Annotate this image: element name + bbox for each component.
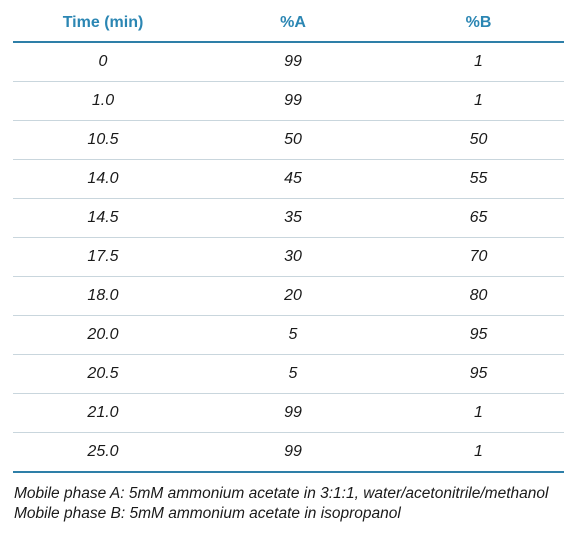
time-cell: 20.5 xyxy=(87,365,119,382)
percent-b-cell: 50 xyxy=(469,131,488,148)
percent-a-cell: 35 xyxy=(284,209,302,226)
percent-b-cell: 1 xyxy=(474,53,483,70)
time-cell: 25.0 xyxy=(87,443,119,460)
header-percent-b: %B xyxy=(465,14,492,31)
table-header-row: Time (min) %A %B xyxy=(13,5,564,43)
time-cell: 17.5 xyxy=(87,248,119,265)
percent-a-cell: 99 xyxy=(284,404,302,421)
percent-a-cell: 30 xyxy=(284,248,302,265)
percent-b-cell: 1 xyxy=(474,92,483,109)
table-row: 10.5 50 50 xyxy=(13,121,564,160)
percent-a-cell: 99 xyxy=(284,443,302,460)
percent-b-cell: 55 xyxy=(469,170,488,187)
table-row: 21.0 99 1 xyxy=(13,394,564,433)
mobile-phase-b-note: Mobile phase B: 5mM ammonium acetate in … xyxy=(14,505,401,522)
time-cell: 21.0 xyxy=(87,404,119,421)
header-percent-a: %A xyxy=(280,14,306,31)
time-cell: 0 xyxy=(98,53,108,70)
percent-b-cell: 95 xyxy=(469,365,488,382)
table-row: 1.0 99 1 xyxy=(13,82,564,121)
time-cell: 14.0 xyxy=(87,170,119,187)
time-cell: 10.5 xyxy=(87,131,119,148)
percent-b-cell: 65 xyxy=(469,209,488,226)
percent-b-cell: 1 xyxy=(474,443,483,460)
percent-b-cell: 95 xyxy=(469,326,488,343)
percent-a-cell: 99 xyxy=(284,53,302,70)
table-row: 14.5 35 65 xyxy=(13,199,564,238)
table-row: 18.0 20 80 xyxy=(13,277,564,316)
table-row: 20.5 5 95 xyxy=(13,355,564,394)
percent-a-cell: 45 xyxy=(284,170,302,187)
time-cell: 1.0 xyxy=(91,92,115,109)
percent-a-cell: 5 xyxy=(288,365,298,382)
percent-a-cell: 50 xyxy=(284,131,302,148)
table-row: 14.0 45 55 xyxy=(13,160,564,199)
time-cell: 14.5 xyxy=(87,209,119,226)
percent-a-cell: 5 xyxy=(288,326,298,343)
table-row: 20.0 5 95 xyxy=(13,316,564,355)
percent-a-cell: 99 xyxy=(284,92,302,109)
percent-b-cell: 80 xyxy=(469,287,488,304)
table-footnotes: Mobile phase A: 5mM ammonium acetate in … xyxy=(14,484,564,524)
percent-a-cell: 20 xyxy=(284,287,302,304)
percent-b-cell: 70 xyxy=(469,248,488,265)
time-cell: 20.0 xyxy=(87,326,119,343)
table-row: 17.5 30 70 xyxy=(13,238,564,277)
percent-b-cell: 1 xyxy=(474,404,483,421)
mobile-phase-a-note: Mobile phase A: 5mM ammonium acetate in … xyxy=(14,485,549,502)
header-time: Time (min) xyxy=(62,14,144,31)
gradient-table: Time (min) %A %B 0 99 1 1.0 99 1 10.5 50… xyxy=(13,5,564,473)
table-row: 25.0 99 1 xyxy=(13,433,564,473)
table-row: 0 99 1 xyxy=(13,43,564,82)
time-cell: 18.0 xyxy=(87,287,119,304)
